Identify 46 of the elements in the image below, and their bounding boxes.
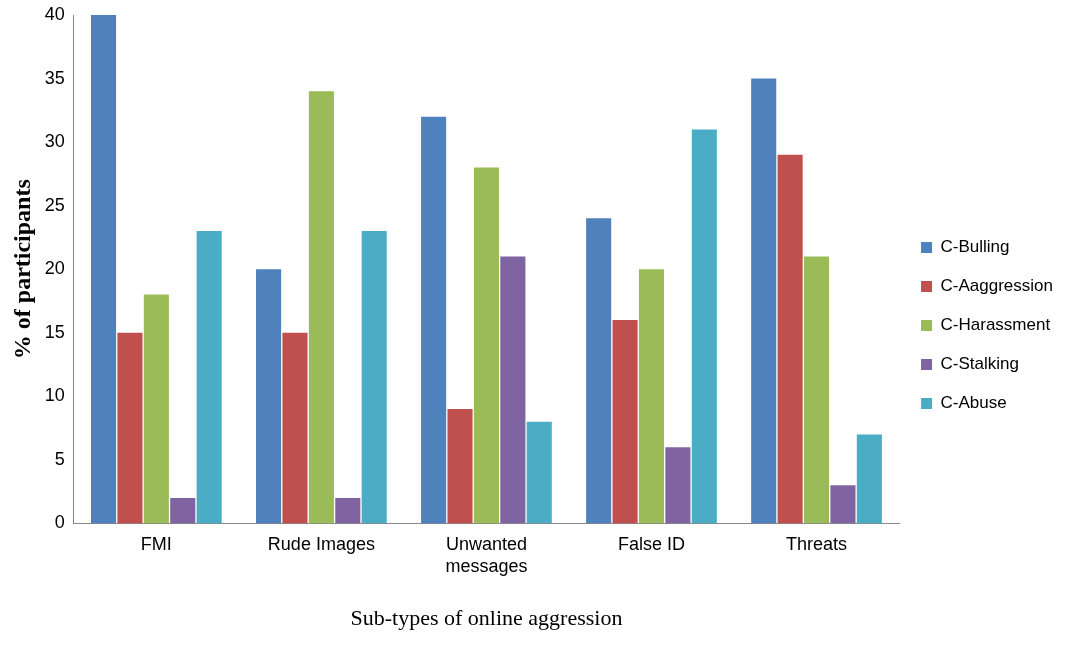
bar (691, 129, 717, 524)
bar (308, 91, 334, 524)
legend-label: C-Aaggression (940, 276, 1054, 296)
bar (473, 167, 499, 524)
legend-label: C-Stalking (940, 354, 1019, 374)
bar (638, 269, 665, 524)
bar (256, 269, 282, 524)
bar (90, 15, 117, 524)
bar (143, 294, 169, 524)
bar (830, 485, 856, 524)
bar (421, 116, 447, 524)
bar (856, 434, 882, 524)
bar (777, 154, 803, 524)
x-tick-label: FMI (140, 534, 172, 555)
bar (335, 497, 361, 524)
bar (751, 78, 777, 524)
bar (170, 497, 196, 524)
bar (117, 332, 143, 524)
x-tick-label: Unwanted messages (445, 534, 528, 576)
x-tick-label: False ID (617, 534, 685, 555)
bar (196, 231, 222, 524)
y-tick-label: 40 (44, 3, 65, 24)
y-tick-label: 15 (44, 321, 65, 342)
y-tick-label: 20 (44, 258, 65, 279)
x-tick-label: Rude Images (267, 534, 375, 555)
bar (282, 332, 308, 524)
bar (586, 218, 612, 524)
y-tick-label: 35 (44, 67, 65, 88)
bar (361, 231, 387, 524)
bar (447, 409, 473, 524)
x-axis-title: Sub-types of online aggression (350, 604, 623, 630)
y-axis-title: % of participants (8, 179, 35, 360)
legend-label: C-Abuse (940, 393, 1007, 413)
bar (526, 421, 552, 524)
y-tick-label: 25 (44, 194, 65, 215)
legend-label: C-Harassment (940, 315, 1051, 335)
y-tick-label: 10 (44, 385, 65, 406)
bar (803, 256, 830, 524)
y-tick-label: 0 (54, 512, 65, 533)
bar (500, 256, 526, 524)
bar (612, 320, 638, 524)
bar (665, 447, 691, 524)
y-tick-label: 5 (54, 448, 65, 469)
legend-label: C-Bulling (940, 237, 1010, 257)
x-tick-label: Threats (786, 534, 848, 555)
y-tick-label: 30 (44, 131, 65, 152)
